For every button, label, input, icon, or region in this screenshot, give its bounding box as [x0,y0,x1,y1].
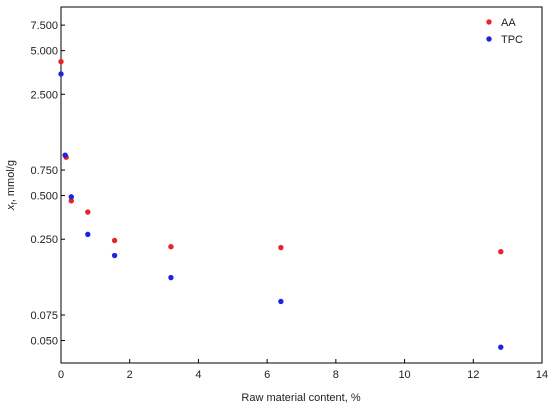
y-tick-label: 2.500 [30,89,58,101]
y-tick-label: 5.000 [30,46,58,58]
data-point-aa [278,244,284,251]
data-points [58,58,504,350]
x-tick-label: 8 [333,369,339,381]
data-point-aa [111,237,118,244]
data-point-tpc [278,298,284,305]
x-tick-label: 10 [398,369,410,381]
y-axis-title: xf, mmol/g [5,160,19,211]
x-tick-label: 14 [536,369,548,381]
x-tick-label: 4 [195,369,201,381]
y-tick-label: 7.500 [30,20,58,32]
data-point-aa [85,209,91,215]
data-point-aa [58,58,64,65]
y-tick-label: 0.075 [30,310,58,322]
x-tick-label: 6 [264,369,270,381]
data-point-tpc [58,71,64,77]
data-point-tpc [498,344,504,350]
y-axis: 0.050 0.075 0.250 0.500 0.750 2.500 5.000 7.500 [30,20,65,348]
y-tick-label: 0.750 [30,165,58,177]
x-axis: 0 2 4 6 8 10 12 14 [58,359,548,381]
x-axis-title: Raw material content, % [241,392,360,404]
legend-label-tpc: TPC [501,34,523,46]
x-tick-label: 12 [467,369,479,381]
y-axis-title-rest: , mmol/g [5,160,17,202]
legend-label-aa: AA [501,17,516,29]
data-point-tpc [85,231,91,238]
y-tick-label: 0.250 [30,234,58,246]
data-point-aa [68,198,75,204]
data-point-aa [498,249,504,255]
x-tick-label: 0 [58,369,64,381]
y-tick-label: 0.500 [30,191,58,203]
x-tick-label: 2 [127,369,133,381]
y-axis-title-main: x [5,204,17,211]
data-point-tpc [68,194,75,200]
data-point-tpc [111,252,118,259]
data-point-tpc [62,152,68,158]
legend-marker-tpc [486,36,492,42]
y-tick-label: 0.050 [30,336,58,348]
y-axis-title-sub: f [10,201,19,204]
data-point-aa [168,244,174,250]
legend: AA TPC [486,17,523,46]
data-point-tpc [168,274,174,281]
legend-marker-aa [486,19,492,25]
plot-frame [60,6,543,364]
